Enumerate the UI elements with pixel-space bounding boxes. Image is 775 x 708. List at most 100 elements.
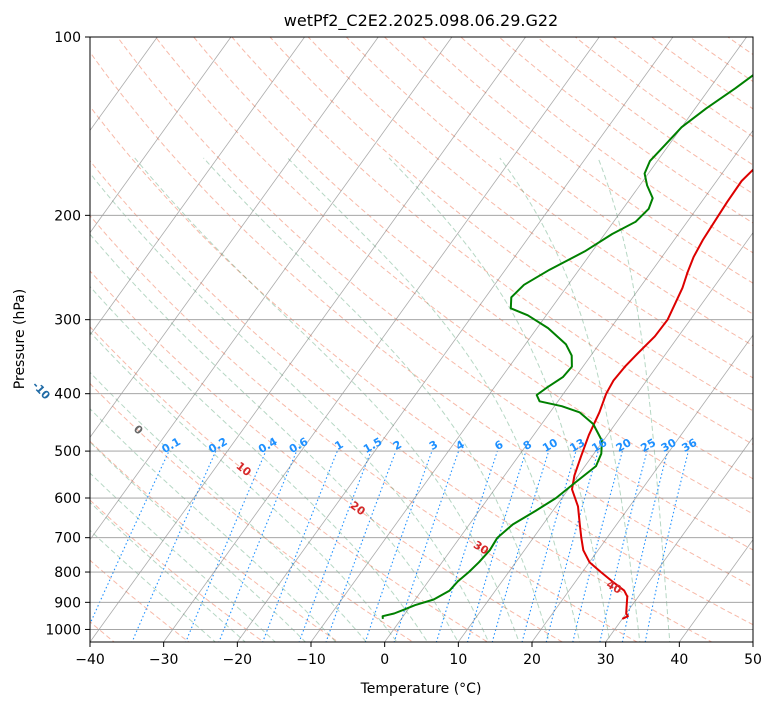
mixing-ratio-label: 30 [659,436,679,455]
dry-adiabat [90,105,753,626]
isotherm-line [90,37,305,336]
dry-adiabat [269,37,753,412]
dry-adiabat [383,37,753,315]
isotherm-line [163,37,600,642]
moist-adiabat [90,371,367,642]
x-tick-label: −30 [149,652,179,668]
mixing-ratio-label: 10 [540,436,560,455]
dry-adiabat [90,559,190,642]
moist-adiabat [90,441,307,642]
moist-adiabat [90,472,276,642]
y-tick-label: 700 [54,531,81,547]
mixing-ratio-line [325,450,397,642]
isotherm-line [310,37,747,642]
y-axis-label: Pressure (hPa) [12,289,28,389]
dry-adiabat [688,37,753,83]
y-tick-label: 600 [54,491,81,507]
mixing-ratio-label: 16 [590,436,610,455]
moist-adiabat [90,501,246,642]
moist-adiabat [134,157,520,642]
isotherm-line [458,232,753,642]
mixing-ratio-line [262,450,338,642]
mixing-ratio-label: 20 [614,436,634,455]
dry-adiabat [90,326,489,642]
isotherm-line [384,129,753,642]
dry-adiabat [193,37,753,480]
dry-adiabat [90,499,265,642]
y-tick-label: 400 [54,387,81,403]
dry-adiabat [90,160,713,642]
y-tick-label: 900 [54,595,81,611]
mixing-ratio-line [521,450,577,642]
mixing-ratio-line [545,450,599,642]
mixing-ratio-label: 25 [638,436,658,455]
dry-adiabat-label: 40 [604,578,624,597]
mixing-ratio-line [644,450,689,642]
isotherm-line [90,37,526,642]
chart-title: wetPf2_C2E2.2025.098.06.29.G22 [284,11,558,31]
profile-lines [381,74,753,620]
moist-adiabat [388,157,611,642]
y-tick-label: 800 [54,565,81,581]
dry-adiabat [90,270,564,642]
dry-adiabat [747,24,775,654]
isotherm-line [90,37,453,541]
dry-adiabat-label: -10 [30,379,53,403]
isotherm-line [237,37,674,642]
mixing-ratio-line [364,450,433,642]
dry-adiabat-label: 20 [348,499,368,519]
mixing-ratio-label: 1.5 [361,435,384,456]
mixing-ratio-line [131,450,217,642]
moist-adiabat [597,157,671,642]
y-tick-label: 300 [54,313,81,329]
mixing-ratio-line [621,450,669,642]
isotherm-line [90,37,232,234]
x-tick-label: 10 [449,652,467,668]
temperature-profile [571,168,753,620]
x-axis-label: Temperature (°C) [360,681,482,697]
moist-adiabat [90,285,429,642]
grid-lines [0,37,753,642]
x-tick-label: 20 [523,652,541,668]
mixing-ratio-line [185,450,267,642]
moist-adiabat [90,172,490,642]
isotherm-line [605,436,753,642]
moist-adiabat [90,529,216,642]
dry-adiabat [612,37,753,138]
dry-adiabat [650,37,753,110]
isotherm-line [0,37,10,642]
x-tick-label: 30 [597,652,615,668]
dry-adiabat [231,37,753,445]
dry-adiabat [90,214,639,642]
axes: −40 −30 −20 −10 0 10 20 30 40 50 100 200 300 400 500 60… [45,30,762,668]
dry-adiabat [154,37,753,515]
mixing-ratio-line [599,450,648,642]
isotherm-line [679,539,753,642]
dry-adiabat [90,440,340,642]
dry-adiabat [345,37,753,347]
x-tick-label: −10 [296,652,326,668]
y-tick-label: 1000 [45,622,81,638]
x-tick-label: −40 [75,652,105,668]
dry-adiabat [116,37,753,551]
moist-adiabat [203,157,550,642]
dry-adiabat [90,51,753,588]
isotherm-line [752,641,753,642]
x-tick-label: 40 [670,652,688,668]
x-tick-label: 50 [744,652,762,668]
mixing-ratio-line [466,450,527,642]
isotherm-line [531,334,753,642]
y-tick-label: 500 [54,444,81,460]
moist-adiabat [287,157,581,642]
y-tick-label: 200 [54,208,81,224]
mixing-ratio-line [393,450,460,642]
x-tick-label: 0 [380,652,389,668]
dry-adiabat [90,382,414,642]
plot-frame [89,36,754,643]
x-tick-label: −20 [223,652,253,668]
moist-adiabat [499,157,641,642]
dewpoint-profile [381,74,753,620]
mixing-ratio-label: 0.4 [256,435,280,456]
dry-adiabat [307,37,753,379]
